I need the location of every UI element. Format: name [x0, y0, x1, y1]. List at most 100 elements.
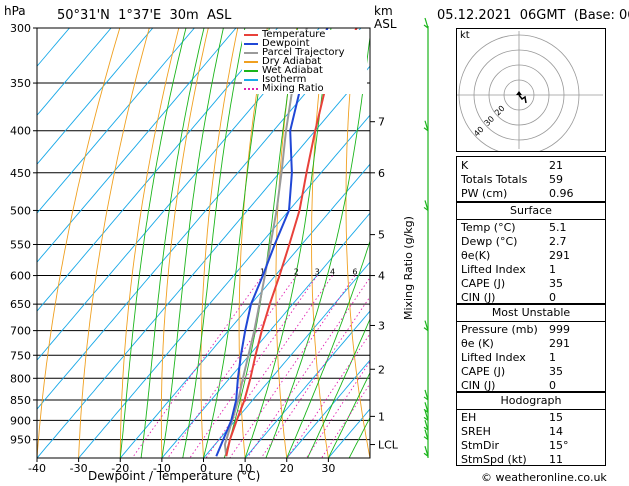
chart-axes: 3003504004505005506006507007508008509009…: [10, 22, 335, 475]
legend: Temperature Dewpoint Parcel Trajectory Dry …: [242, 30, 367, 94]
dry-adiabat-line: [200, 28, 239, 458]
row-key: θe(K): [461, 249, 491, 262]
hodograph-panel: kt 20 30 40: [456, 28, 606, 152]
dry-adiabat-line: [238, 28, 268, 458]
temperature-tick-label: -20: [111, 462, 129, 475]
pressure-tick-label: 850: [10, 394, 31, 407]
wet-adiabat-line: [140, 28, 205, 458]
dewpoint-line: [215, 28, 329, 457]
row-key: SREH: [461, 425, 491, 438]
row-key: Pressure (mb): [461, 323, 538, 336]
isotherm-line: [37, 28, 278, 312]
mixing-ratio-label: 3: [315, 268, 320, 277]
panel-divider: [457, 321, 605, 322]
legend-swatch: [244, 79, 258, 81]
x-axis-title: Dewpoint / Temperature (°C): [88, 469, 261, 483]
isotherm-line: [37, 28, 362, 410]
row-value: 0.96: [549, 187, 574, 200]
isotherm-line: [161, 212, 370, 458]
legend-label: Wet Adiabat: [262, 65, 323, 76]
table-row: CIN (J) 0: [461, 291, 601, 305]
row-value: 1: [549, 351, 556, 364]
table-row: StmSpd (kt) 11: [461, 453, 601, 467]
wind-barb: [423, 446, 429, 457]
wet-adiabat-line: [182, 28, 246, 458]
mixing-ratio-line: [189, 275, 318, 458]
row-key: Totals Totals: [461, 173, 528, 186]
table-row: Lifted Index 1: [461, 263, 601, 277]
dry-adiabat-line: [311, 28, 329, 458]
mixing-ratio-line: [286, 332, 370, 458]
row-value: 11: [549, 453, 563, 466]
isotherm-line: [78, 114, 370, 458]
panel-title: Most Unstable: [491, 306, 571, 319]
wind-barbs: [423, 17, 429, 458]
legend-label: Dewpoint: [262, 38, 310, 49]
table-row: SREH 14: [461, 425, 601, 439]
row-value: 291: [549, 337, 570, 350]
row-value: 0: [549, 379, 556, 392]
hodograph-ring-label: 30: [483, 114, 497, 128]
mixing-ratio-line: [260, 296, 370, 458]
table-row: θe(K) 291: [461, 249, 601, 263]
km-tick-label: 2: [378, 363, 385, 376]
legend-item: Dry Adiabat: [242, 57, 367, 67]
isotherm-line: [286, 359, 370, 458]
row-key: EH: [461, 411, 477, 424]
legend-swatch: [244, 43, 258, 45]
isotherm-line: [37, 28, 237, 263]
row-value: 999: [549, 323, 570, 336]
pressure-tick-label: 300: [10, 22, 31, 35]
panel-title: Hodograph: [500, 394, 562, 407]
legend-label: Mixing Ratio: [262, 83, 324, 94]
header-hpa: hPa: [4, 4, 26, 18]
legend-swatch: [244, 70, 258, 72]
km-tick-label: 5: [378, 229, 385, 242]
parcel-trajectory-line: [223, 28, 308, 457]
km-tick-label: 1: [378, 410, 385, 423]
pressure-tick-label: 500: [10, 204, 31, 217]
header-datetime: 05.12.2021 06GMT (Base: 06): [437, 8, 629, 23]
pressure-tick-label: 350: [10, 77, 31, 90]
row-key: Lifted Index: [461, 351, 526, 364]
pressure-tick-label: 950: [10, 434, 31, 447]
dry-adiabat-line: [412, 28, 454, 458]
wind-barb: [423, 410, 429, 421]
wind-barb: [423, 17, 429, 29]
row-key: Dewp (°C): [461, 235, 518, 248]
panel-divider: [457, 219, 605, 220]
table-row: Lifted Index 1: [461, 351, 601, 365]
header-asl: ASL: [374, 17, 397, 31]
km-tick-label: 4: [378, 270, 385, 283]
legend-swatch: [244, 88, 258, 90]
wet-adiabat-line: [286, 239, 370, 458]
temperature-tick-label: 10: [238, 462, 252, 475]
row-value: 291: [549, 249, 570, 262]
mixing-ratio-line: [205, 275, 333, 458]
isotherm-line: [37, 28, 195, 214]
dry-adiabat-line: [37, 28, 121, 458]
hodograph-trace: [518, 94, 527, 104]
wind-barb: [423, 120, 429, 132]
dry-adiabat-line: [119, 28, 180, 458]
legend-label: Isotherm: [262, 74, 307, 85]
wind-barb: [423, 429, 429, 441]
legend-label: Temperature: [262, 29, 326, 40]
wind-barb: [423, 320, 429, 332]
row-value: 14: [549, 425, 563, 438]
row-key: StmSpd (kt): [461, 453, 527, 466]
lcl-label: LCL: [378, 439, 399, 452]
hodograph-unit: kt: [460, 30, 470, 41]
table-row: PW (cm) 0.96: [461, 187, 601, 201]
pressure-tick-label: 600: [10, 270, 31, 283]
copyright[interactable]: © weatheronline.co.uk: [481, 471, 607, 484]
legend-item: Mixing Ratio: [242, 83, 367, 94]
dry-adiabat-line: [78, 28, 150, 458]
wind-barb: [423, 200, 429, 211]
isotherm-line: [37, 28, 320, 361]
hodograph-ring-label: 20: [493, 104, 507, 118]
indices-panel: K 21 Totals Totals 59 PW (cm) 0.96: [456, 156, 606, 202]
row-value: 5.1: [549, 221, 567, 234]
table-row: K 21: [461, 159, 601, 173]
